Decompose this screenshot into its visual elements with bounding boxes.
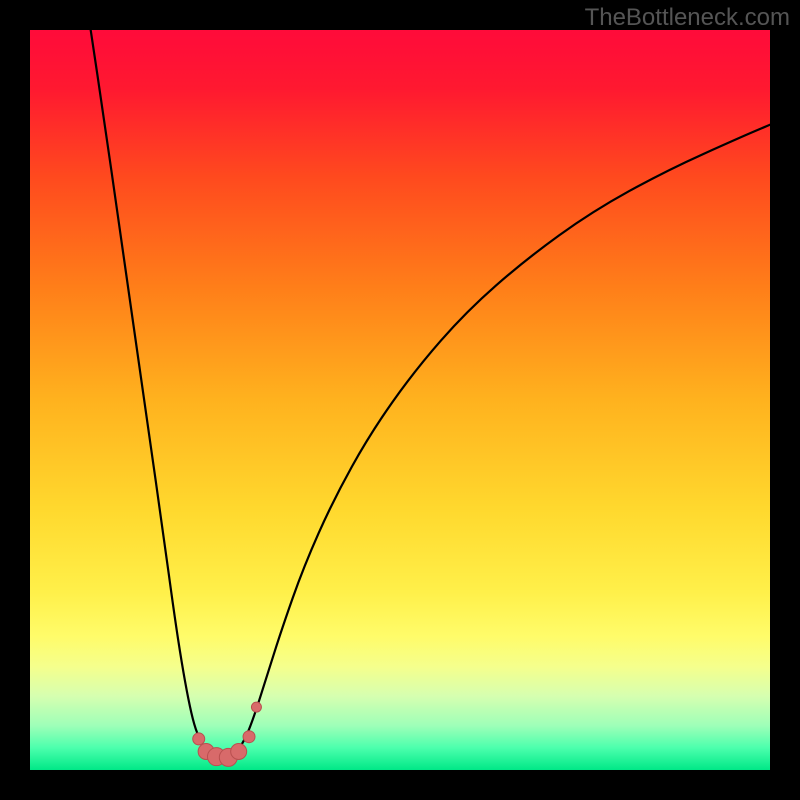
- chart-frame: TheBottleneck.com: [0, 0, 800, 800]
- minimum-marker: [193, 733, 205, 745]
- plot-area: [30, 30, 770, 770]
- curve-left: [91, 30, 227, 758]
- minimum-marker: [231, 744, 247, 760]
- minimum-marker: [243, 731, 255, 743]
- minimum-marker: [251, 702, 261, 712]
- watermark-text: TheBottleneck.com: [585, 4, 790, 32]
- plot-svg: [30, 30, 770, 770]
- curve-right: [227, 125, 770, 758]
